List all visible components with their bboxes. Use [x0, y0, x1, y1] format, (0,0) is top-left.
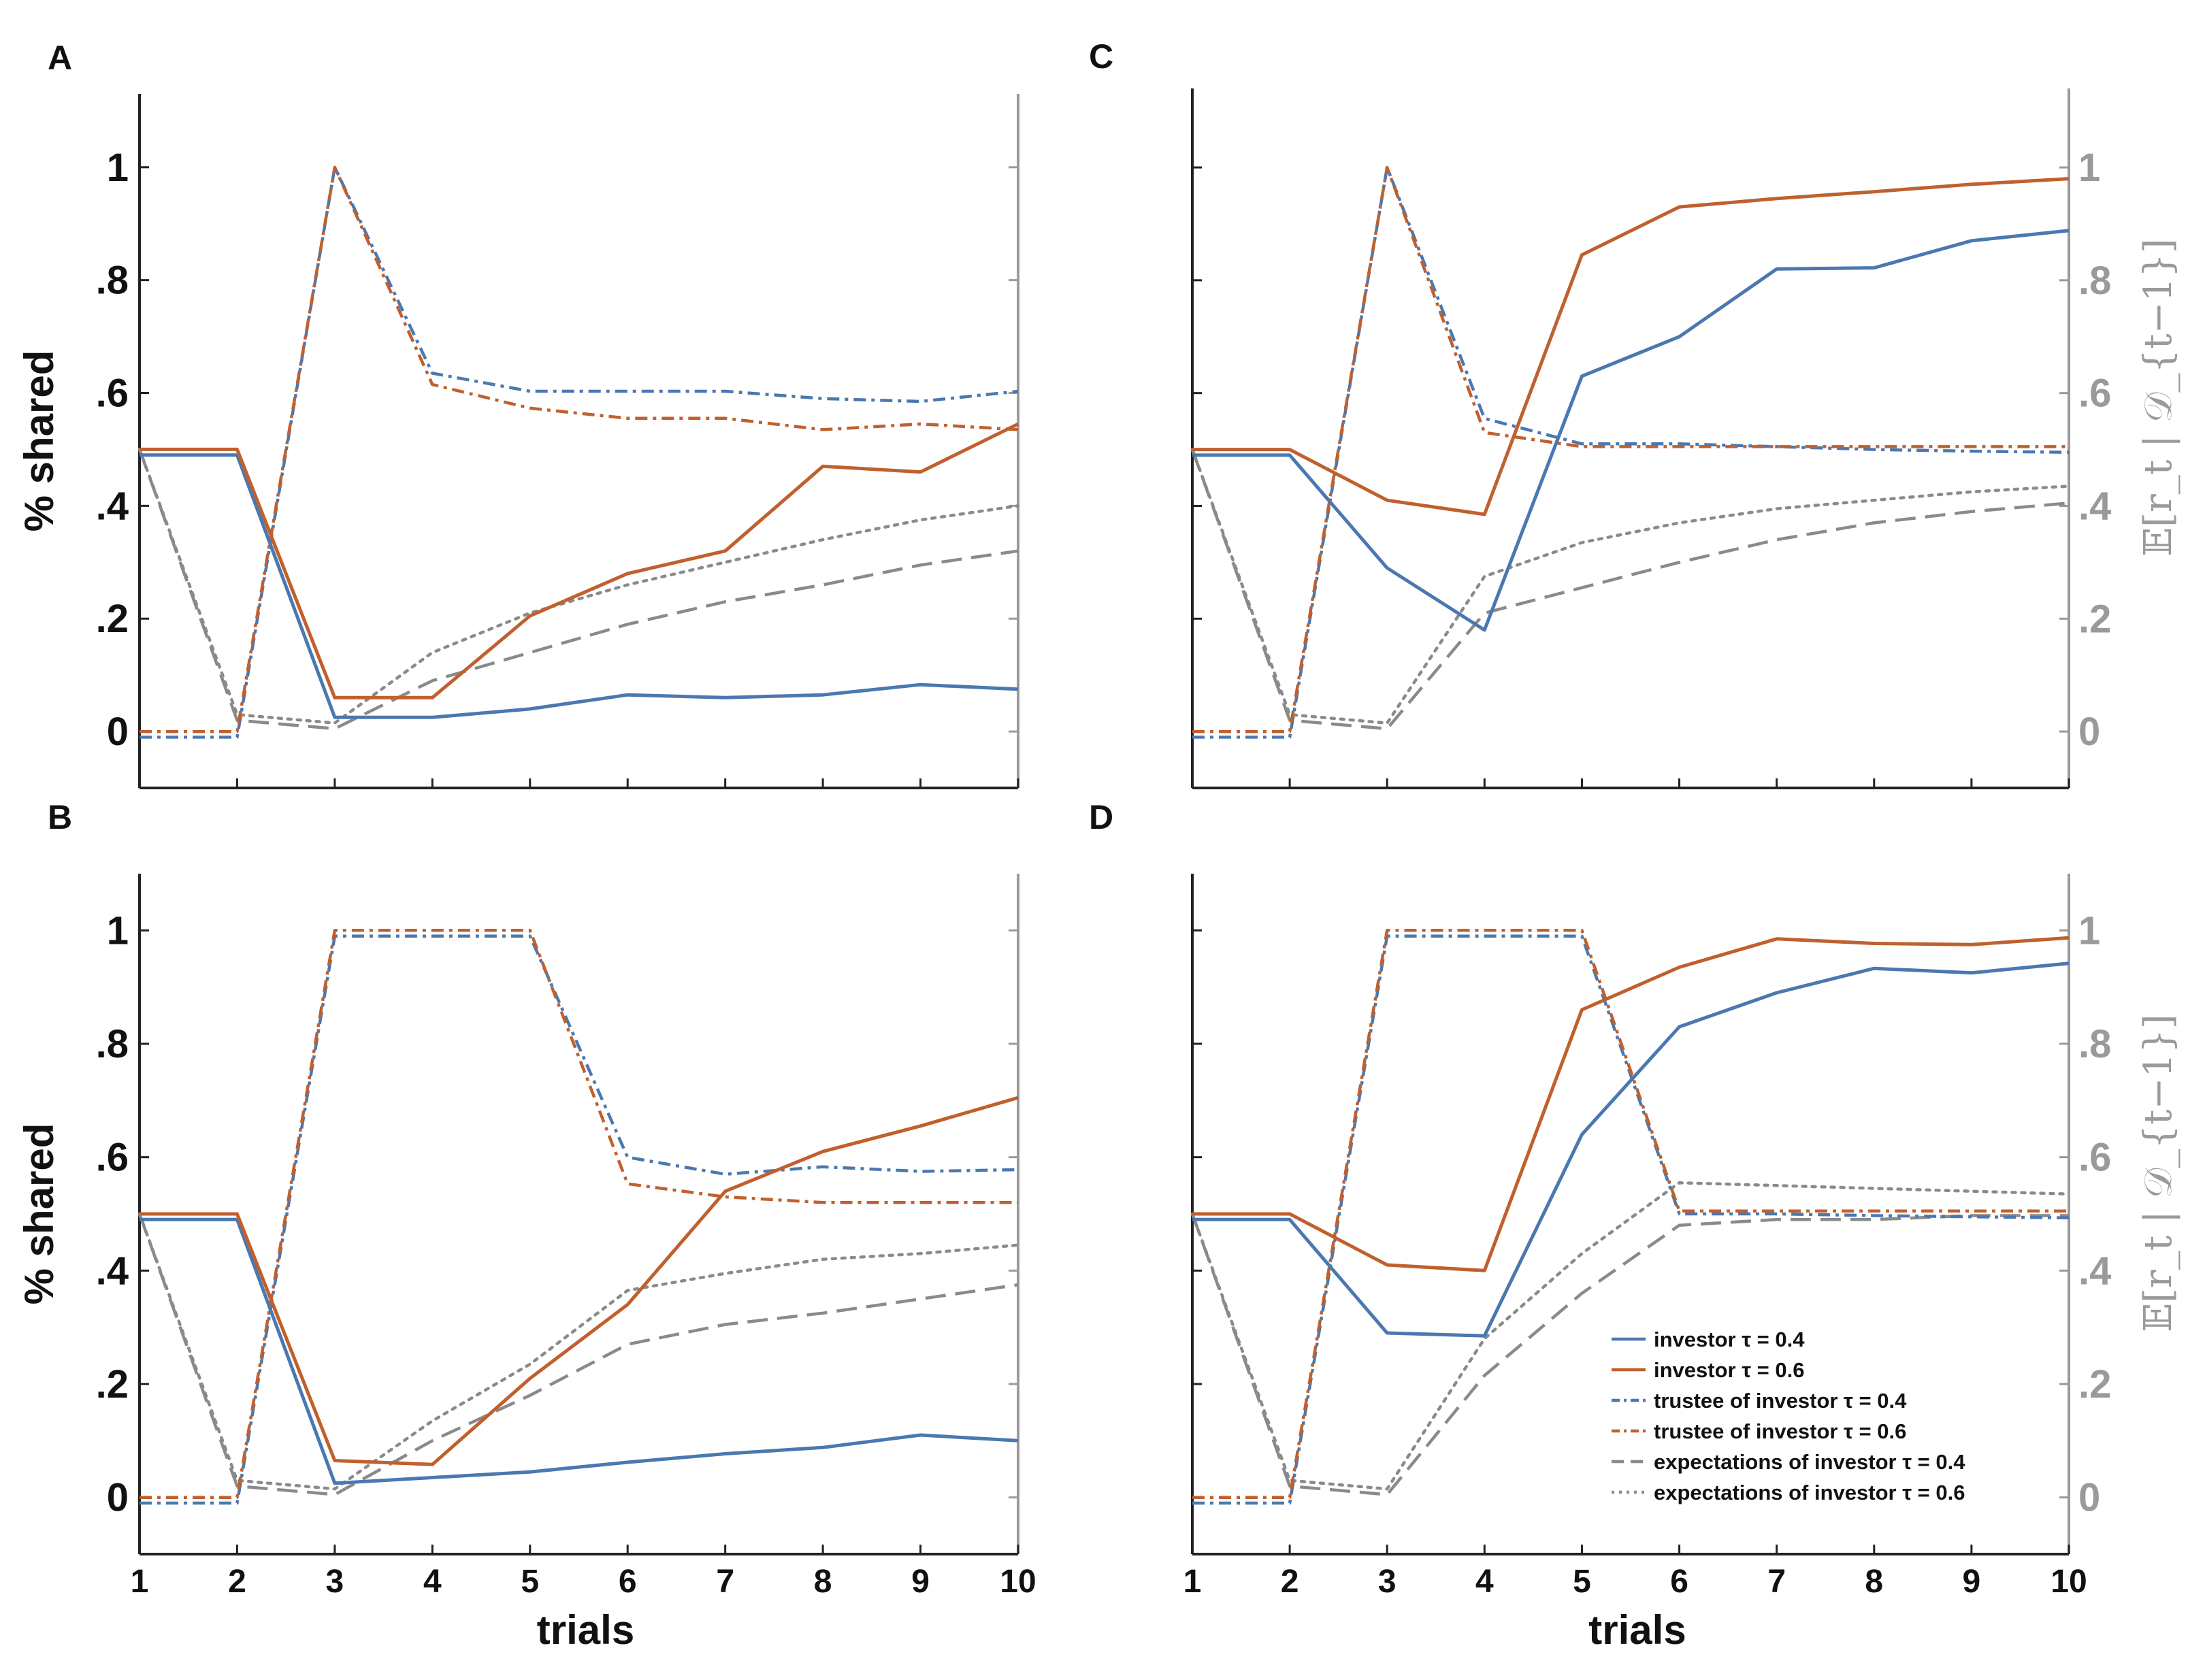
legend-label: investor τ = 0.6: [1654, 1358, 1804, 1382]
series-line: [1192, 934, 2070, 1505]
x-tick-label: 8: [1865, 1564, 1883, 1600]
x-axis-label: trials: [537, 1607, 634, 1653]
x-tick-label: 6: [619, 1564, 637, 1600]
x-tick-label: 8: [814, 1564, 832, 1600]
y-tick-label: .8: [96, 1022, 129, 1066]
x-tick-label: 3: [326, 1564, 344, 1600]
series-line: [1192, 229, 2070, 632]
panel-label: B: [48, 798, 72, 836]
series-line: [137, 1212, 1020, 1491]
y-tick-label: .4: [96, 1249, 129, 1293]
series-line: [137, 448, 1019, 731]
series-line: [1192, 961, 2070, 1338]
x-tick-label: 2: [1281, 1564, 1299, 1600]
y-tick-label-right: .8: [2078, 1022, 2111, 1066]
series-line: [1192, 165, 2070, 739]
series-line: [140, 453, 1019, 719]
x-tick-label: 10: [2051, 1564, 2087, 1600]
y-axis-label-right: 𝔼[r_t | 𝒟_{t−1}]: [2136, 1014, 2180, 1332]
x-tick-label: 7: [716, 1564, 734, 1600]
y-tick-label: .6: [96, 372, 129, 416]
y-tick-label: .2: [96, 597, 129, 641]
series-line: [1192, 177, 2070, 516]
series-line: [140, 1217, 1019, 1485]
series-line: [1190, 448, 2070, 731]
y-tick-label-right: .4: [2078, 1249, 2111, 1293]
series-line: [140, 929, 1018, 1499]
legend-label: trustee of investor τ = 0.4: [1654, 1389, 1907, 1413]
x-tick-label: 1: [131, 1564, 149, 1600]
series-line: [140, 165, 1019, 734]
series-line: [1190, 1213, 2069, 1496]
legend-label: investor τ = 0.4: [1654, 1328, 1805, 1351]
y-tick-label-right: 1: [2078, 146, 2100, 190]
series-line: [140, 1096, 1019, 1466]
panel-D: D 0 .2 .4 .6 .8 1 1 2 3 4 5 6 7 8 9 10 trials 𝔼[r_t | 𝒟_{t…: [1089, 798, 2180, 1653]
x-tick-label: 6: [1670, 1564, 1688, 1600]
legend-label: trustee of investor τ = 0.6: [1654, 1419, 1906, 1443]
y-tick-label: .4: [96, 484, 129, 528]
x-tick-label: 9: [911, 1564, 930, 1600]
panel-A: A 0 .2 .4 .6 .8 1 % shared: [16, 39, 1020, 789]
y-tick-label-right: .4: [2078, 484, 2111, 528]
series-line: [140, 934, 1019, 1505]
legend-label: expectations of investor τ = 0.4: [1654, 1450, 1965, 1474]
x-tick-label: 10: [1000, 1564, 1036, 1600]
x-tick-label: 5: [1573, 1564, 1591, 1600]
series-line: [1192, 936, 2070, 1272]
x-tick-label: 1: [1183, 1564, 1202, 1600]
panel-B: B 0 .2 .4 .6 .8 1 1 2 3 4 5 6 7 8 9 10 % shared trials: [16, 798, 1036, 1653]
x-axis-label: trials: [1588, 1607, 1686, 1653]
panel-C: C 0 .2 .4 .6 .8 1 𝔼[r_t | 𝒟_{t−1}]: [1089, 37, 2180, 789]
y-tick-label-right: .8: [2078, 259, 2111, 303]
panel-label: C: [1089, 37, 1113, 76]
y-tick-label: 1: [107, 146, 129, 190]
x-tick-label: 4: [1475, 1564, 1494, 1600]
series-line: [140, 422, 1019, 699]
series-line: [1192, 929, 2069, 1499]
y-tick-label: .6: [96, 1136, 129, 1180]
legend-label: expectations of investor τ = 0.6: [1654, 1481, 1965, 1504]
series-line: [1190, 448, 2071, 725]
y-tick-label: 0: [107, 1476, 129, 1520]
y-tick-label: 1: [107, 908, 129, 953]
x-tick-label: 9: [1963, 1564, 1981, 1600]
y-tick-label-right: .2: [2078, 597, 2111, 641]
series-line: [137, 448, 1020, 725]
x-tick-label: 2: [228, 1564, 246, 1600]
legend: investor τ = 0.4 investor τ = 0.6 trustee …: [1612, 1328, 1965, 1504]
y-tick-label-right: .2: [2078, 1362, 2111, 1406]
y-tick-label-right: 0: [2078, 1476, 2100, 1520]
x-tick-label: 7: [1767, 1564, 1786, 1600]
series-line: [1192, 165, 2069, 734]
series-line: [137, 1213, 1019, 1496]
panel-label: D: [1089, 798, 1113, 836]
y-tick-label: .8: [96, 259, 129, 303]
y-tick-label-right: .6: [2078, 372, 2111, 416]
panel-label: A: [48, 39, 72, 77]
y-axis-label-right: 𝔼[r_t | 𝒟_{t−1}]: [2136, 238, 2180, 556]
y-tick-label: .2: [96, 1362, 129, 1406]
y-tick-label-right: .6: [2078, 1136, 2111, 1180]
x-tick-label: 3: [1378, 1564, 1396, 1600]
x-tick-label: 4: [423, 1564, 442, 1600]
series-line: [140, 165, 1019, 739]
y-axis-label: % shared: [16, 350, 62, 532]
y-tick-label-right: 0: [2078, 710, 2100, 754]
x-tick-label: 5: [521, 1564, 539, 1600]
y-axis-label: % shared: [16, 1123, 62, 1305]
y-tick-label-right: 1: [2078, 908, 2100, 953]
y-tick-label: 0: [107, 710, 129, 754]
series-line: [1190, 1181, 2071, 1491]
